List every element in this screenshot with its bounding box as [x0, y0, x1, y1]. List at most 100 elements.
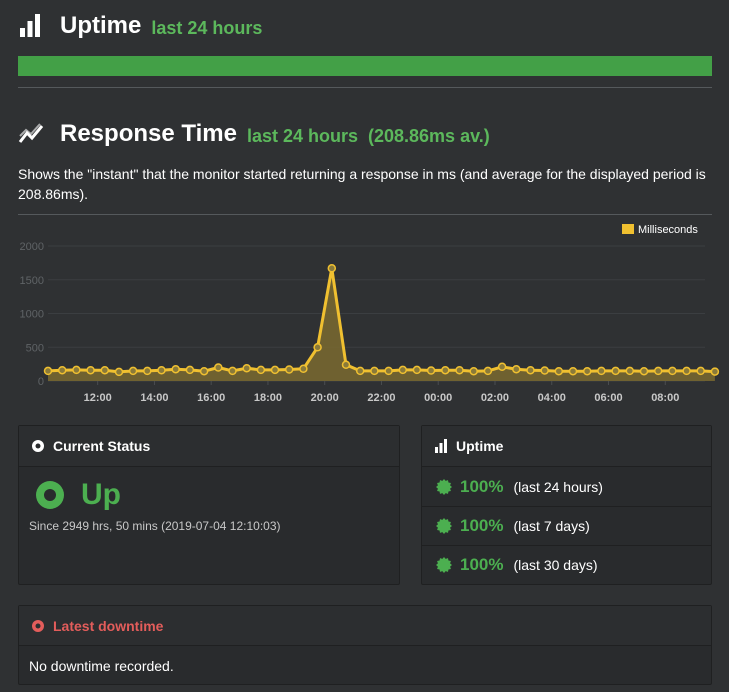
data-point — [86, 365, 95, 375]
data-point — [412, 365, 422, 375]
x-tick-label: 08:00 — [651, 392, 679, 404]
data-point — [497, 362, 507, 372]
data-point — [554, 366, 564, 376]
response-time-average: (208.86ms av.) — [368, 125, 490, 146]
y-tick-label: 0 — [38, 376, 44, 388]
uptime-panel: Uptime 100% (last 24 hours) 100% (last 7… — [421, 425, 712, 585]
data-point — [43, 366, 53, 376]
data-point — [199, 366, 209, 376]
certificate-icon — [436, 518, 452, 534]
x-tick-label: 22:00 — [367, 392, 395, 404]
data-point — [270, 365, 280, 375]
line-chart-icon — [18, 122, 48, 146]
uptime-panel-title: Uptime — [456, 438, 504, 454]
data-point — [441, 365, 450, 375]
x-tick-label: 18:00 — [254, 392, 282, 404]
data-point — [171, 364, 180, 374]
uptime-header: Uptime last 24 hours — [18, 10, 262, 42]
status-text: Up — [81, 478, 121, 511]
data-point — [185, 365, 195, 375]
status-since: Since 2949 hrs, 50 mins (2019-07-04 12:1… — [29, 519, 281, 533]
certificate-icon — [436, 557, 452, 573]
current-status-panel: Current Status Up Since 2949 hrs, 50 min… — [18, 425, 400, 585]
data-point — [398, 365, 408, 375]
uptime-percent: 100% — [460, 476, 504, 496]
x-tick-label: 12:00 — [84, 392, 112, 404]
response-time-title: Response Time — [60, 120, 237, 147]
data-point — [540, 366, 549, 375]
data-point — [370, 366, 379, 376]
data-point — [483, 366, 493, 376]
y-tick-label: 1000 — [20, 309, 44, 321]
x-tick-label: 16:00 — [197, 392, 225, 404]
data-point — [568, 366, 578, 376]
uptime-period: (last 7 days) — [513, 518, 590, 534]
data-point — [72, 365, 81, 375]
data-point — [639, 366, 649, 376]
data-point — [668, 366, 677, 376]
uptime-period: (last 24 hours) — [513, 478, 603, 495]
x-tick-label: 00:00 — [424, 392, 452, 404]
data-point — [242, 363, 251, 373]
data-point — [355, 366, 365, 376]
uptime-title: Uptime — [60, 12, 142, 39]
x-tick-label: 02:00 — [481, 392, 509, 404]
x-tick-label: 06:00 — [594, 392, 622, 404]
latest-downtime-panel: Latest downtime No downtime recorded. — [18, 605, 712, 685]
data-point — [469, 366, 478, 376]
data-point — [597, 366, 606, 376]
response-time-header: Response Time last 24 hours (208.86ms av… — [18, 118, 490, 150]
data-point — [341, 360, 351, 370]
bar-chart-icon — [18, 14, 48, 38]
data-point — [299, 364, 308, 374]
data-point — [611, 366, 620, 376]
x-tick-label: 14:00 — [140, 392, 168, 404]
y-tick-label: 1500 — [20, 275, 44, 287]
latest-downtime-header: Latest downtime — [19, 606, 711, 646]
data-point — [157, 365, 166, 375]
data-point — [143, 366, 152, 376]
response-time-description: Shows the "instant" that the monitor sta… — [18, 166, 706, 202]
response-time-subtitle: last 24 hours — [246, 125, 358, 146]
divider — [18, 87, 712, 88]
uptime-row: 100% (last 24 hours) — [422, 467, 711, 506]
data-point — [114, 367, 124, 377]
y-tick-label: 2000 — [20, 241, 44, 253]
dot-circle-icon — [31, 619, 45, 633]
uptime-row: 100% (last 30 days) — [422, 545, 711, 584]
data-point — [625, 366, 635, 376]
uptime-panel-header: Uptime — [422, 426, 711, 467]
divider — [18, 214, 712, 215]
x-tick-label: 20:00 — [311, 392, 339, 404]
data-point — [653, 366, 663, 376]
status-dot-icon — [35, 480, 65, 510]
series-line — [47, 266, 715, 374]
status-indicator: Up — [35, 478, 121, 512]
uptime-subtitle: last 24 hours — [151, 17, 263, 38]
legend-swatch — [622, 224, 634, 234]
x-tick-label: 04:00 — [538, 392, 566, 404]
data-point — [327, 264, 337, 273]
current-status-header: Current Status — [19, 426, 399, 467]
data-point — [582, 366, 592, 376]
uptime-bar — [18, 56, 712, 76]
data-point — [696, 366, 705, 376]
response-time-chart: 0 500 1000 1500 2000 12:00 14:00 16:00 18:00 20:0… — [20, 224, 720, 404]
data-point — [57, 365, 67, 375]
data-point — [128, 366, 138, 376]
data-point — [313, 343, 322, 352]
uptime-period: (last 30 days) — [513, 557, 598, 573]
dot-circle-icon — [31, 439, 45, 453]
data-point — [228, 366, 237, 376]
current-status-title: Current Status — [53, 438, 151, 454]
data-point — [214, 363, 223, 372]
certificate-icon — [436, 478, 452, 495]
data-point — [512, 364, 521, 374]
data-point — [100, 365, 110, 375]
uptime-row: 100% (last 7 days) — [422, 506, 711, 545]
area-fill — [48, 268, 715, 381]
data-point — [710, 367, 720, 376]
data-point — [455, 365, 464, 375]
uptime-percent: 100% — [460, 516, 504, 535]
data-point — [384, 366, 393, 376]
